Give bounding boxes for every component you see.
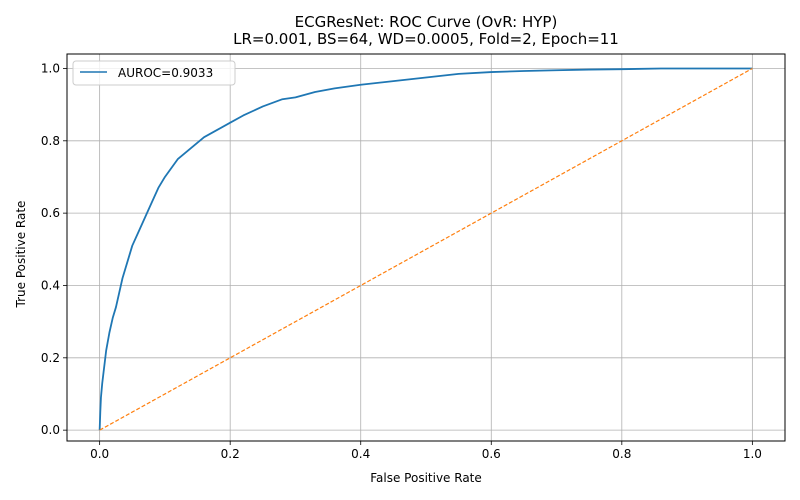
x-tick-label: 0.8 bbox=[612, 447, 631, 461]
plot-lines bbox=[98, 67, 753, 431]
x-tick-label: 0.6 bbox=[482, 447, 501, 461]
chart-title: ECGResNet: ROC Curve (OvR: HYP) bbox=[295, 13, 558, 31]
roc-curve-line bbox=[98, 67, 753, 431]
y-tick-label: 0.0 bbox=[41, 423, 60, 437]
axis-ticks: 0.0 0.2 0.4 0.6 0.8 1.0 0.0 0.2 0.4 0.6 0.8 1.0 bbox=[41, 61, 762, 461]
chance-diagonal-line bbox=[99, 67, 753, 431]
y-tick-label: 0.6 bbox=[41, 206, 60, 220]
x-axis-label: False Positive Rate bbox=[370, 471, 482, 485]
chart-subtitle: LR=0.001, BS=64, WD=0.0005, Fold=2, Epoc… bbox=[233, 30, 619, 48]
plot-frame bbox=[66, 53, 786, 442]
legend: AUROC=0.9033 bbox=[72, 60, 236, 86]
grid-lines bbox=[67, 54, 785, 441]
y-tick-label: 0.8 bbox=[41, 134, 60, 148]
x-tick-label: 1.0 bbox=[743, 447, 762, 461]
y-tick-label: 1.0 bbox=[41, 61, 60, 75]
y-tick-label: 0.4 bbox=[41, 278, 60, 292]
legend-label: AUROC=0.9033 bbox=[118, 66, 213, 80]
y-tick-label: 0.2 bbox=[41, 351, 60, 365]
legend-box bbox=[72, 60, 236, 86]
x-tick-label: 0.4 bbox=[351, 447, 370, 461]
x-tick-label: 0.2 bbox=[221, 447, 240, 461]
y-axis-label: True Positive Rate bbox=[14, 201, 28, 309]
x-tick-label: 0.0 bbox=[90, 447, 109, 461]
